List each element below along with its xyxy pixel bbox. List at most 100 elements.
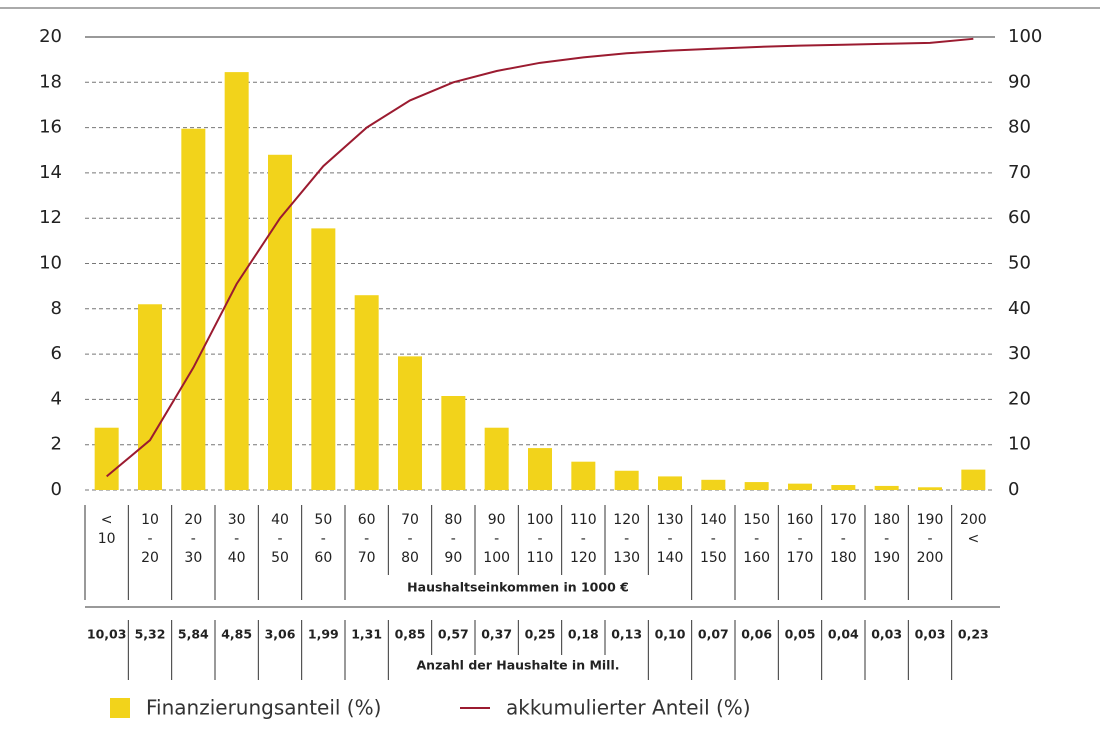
bar	[224, 72, 249, 491]
bar	[528, 448, 552, 490]
x-tick-label: -	[191, 531, 196, 547]
household-count: 5,84	[178, 627, 209, 642]
household-count: 0,23	[958, 627, 989, 642]
x-tick-label: 70	[358, 550, 376, 566]
households-label: Anzahl der Haushalte in Mill.	[417, 658, 620, 673]
bar	[94, 427, 119, 490]
household-count: 0,03	[915, 627, 946, 642]
y-tick-label: 20	[39, 26, 62, 47]
household-count: 0,04	[828, 627, 859, 642]
y-tick-label: 12	[39, 207, 62, 228]
y-tick-label: 0	[51, 479, 62, 500]
y-tick-label: 14	[39, 162, 62, 183]
x-tick-label: 150	[743, 512, 770, 528]
bar	[484, 427, 509, 490]
household-count: 0,13	[611, 627, 642, 642]
x-tick-label: 140	[657, 550, 684, 566]
household-count: 10,03	[87, 627, 127, 642]
x-tick-label: 140	[700, 512, 727, 528]
x-tick-label: 120	[570, 550, 597, 566]
x-tick-label: -	[364, 531, 369, 547]
y2-tick-label: 50	[1008, 253, 1031, 274]
y-tick-label: 16	[39, 117, 62, 138]
x-tick-label: 30	[228, 512, 246, 528]
x-tick-label: 80	[401, 550, 419, 566]
household-count: 0,25	[525, 627, 556, 642]
legend-label: Finanzierungsanteil (%)	[146, 696, 381, 720]
y2-tick-label: 0	[1008, 479, 1019, 500]
y2-tick-label: 70	[1008, 162, 1031, 183]
bar	[181, 128, 206, 491]
x-tick-label: -	[754, 531, 759, 547]
bar	[614, 470, 639, 490]
x-tick-label: 110	[570, 512, 597, 528]
household-count: 0,06	[741, 627, 772, 642]
y-tick-label: 4	[51, 388, 62, 409]
household-count: 0,07	[698, 627, 729, 642]
x-tick-label: 80	[444, 512, 462, 528]
household-count: 4,85	[221, 627, 252, 642]
x-tick-label: 160	[787, 512, 814, 528]
bar	[571, 461, 596, 490]
x-tick-label: 160	[743, 550, 770, 566]
y2-tick-label: 20	[1008, 388, 1031, 409]
y-tick-label: 6	[51, 343, 62, 364]
x-tick-label: 70	[401, 512, 419, 528]
legend-label: akkumulierter Anteil (%)	[506, 696, 751, 720]
x-tick-label: 130	[613, 550, 640, 566]
x-tick-label: 10	[98, 531, 116, 547]
x-tick-label: 200	[917, 550, 944, 566]
bar	[874, 485, 899, 490]
bar	[441, 396, 466, 490]
x-axis-label: Haushaltseinkommen in 1000 €	[407, 580, 629, 595]
x-tick-label: 190	[917, 512, 944, 528]
y2-tick-label: 10	[1008, 434, 1031, 455]
x-tick-label: -	[147, 531, 152, 547]
x-tick-label: <	[967, 531, 979, 547]
x-tick-label: 170	[787, 550, 814, 566]
bar	[398, 356, 422, 490]
x-tick-label: 100	[483, 550, 510, 566]
x-tick-label: -	[494, 531, 499, 547]
household-count: 3,06	[265, 627, 296, 642]
household-count: 0,05	[785, 627, 816, 642]
x-tick-label: 180	[830, 550, 857, 566]
x-tick-label: -	[277, 531, 282, 547]
x-tick-label: 110	[527, 550, 554, 566]
household-count: 5,32	[135, 627, 166, 642]
x-tick-label: 40	[271, 512, 289, 528]
legend-swatch	[110, 698, 130, 718]
x-tick-label: 90	[488, 512, 506, 528]
x-tick-label: 50	[271, 550, 289, 566]
bar	[788, 483, 812, 490]
household-count: 1,31	[351, 627, 382, 642]
bar	[961, 469, 986, 490]
y-tick-label: 10	[39, 253, 62, 274]
x-tick-label: <	[101, 512, 113, 528]
y2-tick-label: 40	[1008, 298, 1031, 319]
x-tick-label: -	[624, 531, 629, 547]
x-tick-label: -	[451, 531, 456, 547]
bar	[658, 476, 682, 490]
x-tick-label: 170	[830, 512, 857, 528]
x-tick-label: 10	[141, 512, 159, 528]
bar	[138, 304, 162, 490]
bar	[831, 485, 856, 490]
y2-tick-label: 30	[1008, 343, 1031, 364]
household-count: 1,99	[308, 627, 339, 642]
y2-tick-label: 90	[1008, 71, 1031, 92]
line	[106, 37, 974, 478]
x-tick-label: 180	[873, 512, 900, 528]
x-tick-label: 20	[141, 550, 159, 566]
x-tick-label: 120	[613, 512, 640, 528]
x-tick-label: 30	[184, 550, 202, 566]
x-tick-label: 60	[358, 512, 376, 528]
x-tick-label: 90	[444, 550, 462, 566]
x-tick-label: -	[537, 531, 542, 547]
x-tick-label: -	[884, 531, 889, 547]
x-tick-label: 100	[527, 512, 554, 528]
y-tick-label: 18	[39, 71, 62, 92]
household-count: 0,57	[438, 627, 469, 642]
x-tick-label: 190	[873, 550, 900, 566]
